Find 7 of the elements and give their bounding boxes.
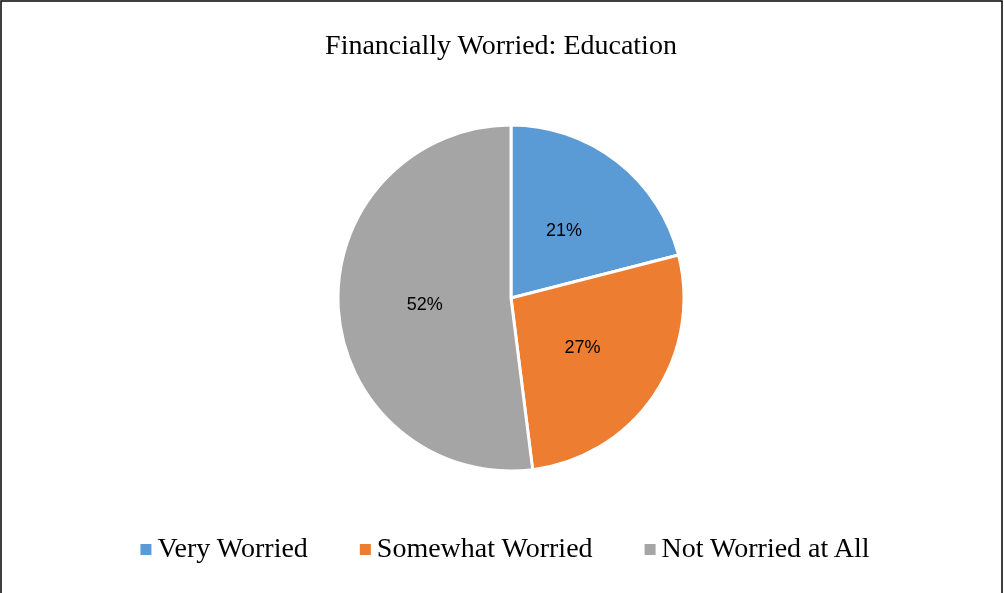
legend-label: Somewhat Worried bbox=[376, 532, 593, 563]
chart-title: Financially Worried: Education bbox=[325, 29, 677, 60]
data-label: 52% bbox=[406, 293, 443, 314]
legend-label: Not Worried at All bbox=[661, 532, 870, 563]
legend-label: Very Worried bbox=[157, 532, 308, 563]
data-label: 21% bbox=[546, 219, 583, 240]
data-label: 27% bbox=[564, 336, 601, 357]
